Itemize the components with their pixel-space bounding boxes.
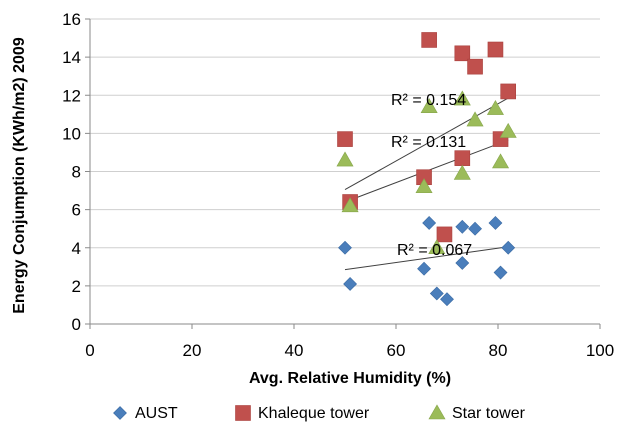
khaleque-tower-point xyxy=(487,41,504,58)
x-tick-label: 100 xyxy=(586,341,614,360)
star-tower-point xyxy=(486,99,504,115)
y-axis-title: Energy Conjumption (KWh/m2) 2009 xyxy=(11,37,28,314)
legend-star-tower-label: Star tower xyxy=(452,405,526,422)
aust-point xyxy=(417,261,431,276)
legend-aust-marker xyxy=(113,406,127,420)
legend-khaleque-tower-label: Khaleque tower xyxy=(258,405,370,422)
aust-point xyxy=(338,240,352,255)
star-tower-point xyxy=(336,151,354,167)
aust-point xyxy=(422,216,437,230)
x-tick-label: 60 xyxy=(387,341,406,360)
khaleque-tower-r2-label: R² = 0.154 xyxy=(391,92,466,109)
x-tick-label: 20 xyxy=(183,341,202,360)
axes: 0 2 4 6 8 10 12 14 16 0 20 40 60 80 100 xyxy=(62,10,614,360)
aust-trendline xyxy=(344,246,509,271)
y-tick-label: 8 xyxy=(72,163,81,182)
khaleque-tower-point xyxy=(337,131,353,147)
aust-point xyxy=(493,265,508,280)
khaleque-tower-point xyxy=(436,226,453,243)
aust-point xyxy=(343,277,358,291)
legend-khaleque-tower-marker xyxy=(235,405,251,421)
y-tick-label: 16 xyxy=(62,10,81,29)
y-tick-label: 10 xyxy=(62,124,81,143)
x-tick-label: 40 xyxy=(285,341,304,360)
x-tick-label: 80 xyxy=(489,341,508,360)
khaleque-tower-point xyxy=(500,83,517,100)
legend-aust-label: AUST xyxy=(135,405,178,422)
y-tick-label: 2 xyxy=(72,277,81,296)
star-tower-point xyxy=(492,153,510,169)
aust-point xyxy=(488,216,503,230)
aust-point xyxy=(501,240,516,255)
star-tower-point xyxy=(453,164,471,180)
khaleque-tower-point xyxy=(421,32,437,48)
y-tick-label: 14 xyxy=(62,48,81,67)
legend-star-tower-marker xyxy=(428,404,446,420)
x-tick-label: 0 xyxy=(85,341,94,360)
y-tick-label: 6 xyxy=(72,201,81,220)
trendline-labels: R² = 0.067 R² = 0.154 R² = 0.131 xyxy=(391,92,472,259)
star-tower-point xyxy=(420,98,438,113)
legend: AUST Khaleque tower Star tower xyxy=(113,404,526,422)
data-points xyxy=(336,32,517,307)
star-tower-point xyxy=(341,197,359,213)
y-tick-label: 0 xyxy=(72,315,81,334)
aust-point xyxy=(455,256,470,270)
star-tower-point xyxy=(466,111,484,127)
khaleque-tower-point xyxy=(454,45,471,62)
y-tick-label: 4 xyxy=(72,239,81,258)
khaleque-tower-trendline xyxy=(344,97,509,191)
y-tick-label: 12 xyxy=(62,86,81,105)
aust-point xyxy=(455,219,470,234)
star-tower-point xyxy=(428,239,446,255)
x-axis-title: Avg. Relative Humidity (%) xyxy=(249,370,451,387)
khaleque-tower-point xyxy=(454,150,471,166)
aust-point xyxy=(468,221,482,236)
aust-r2-label: R² = 0.067 xyxy=(397,242,472,259)
star-tower-point xyxy=(499,122,517,138)
star-tower-point xyxy=(415,178,433,194)
aust-point xyxy=(440,292,454,307)
star-tower-r2-label: R² = 0.131 xyxy=(391,134,466,151)
khaleque-tower-point xyxy=(467,58,483,75)
star-tower-point xyxy=(453,90,471,106)
aust-point xyxy=(429,286,444,301)
